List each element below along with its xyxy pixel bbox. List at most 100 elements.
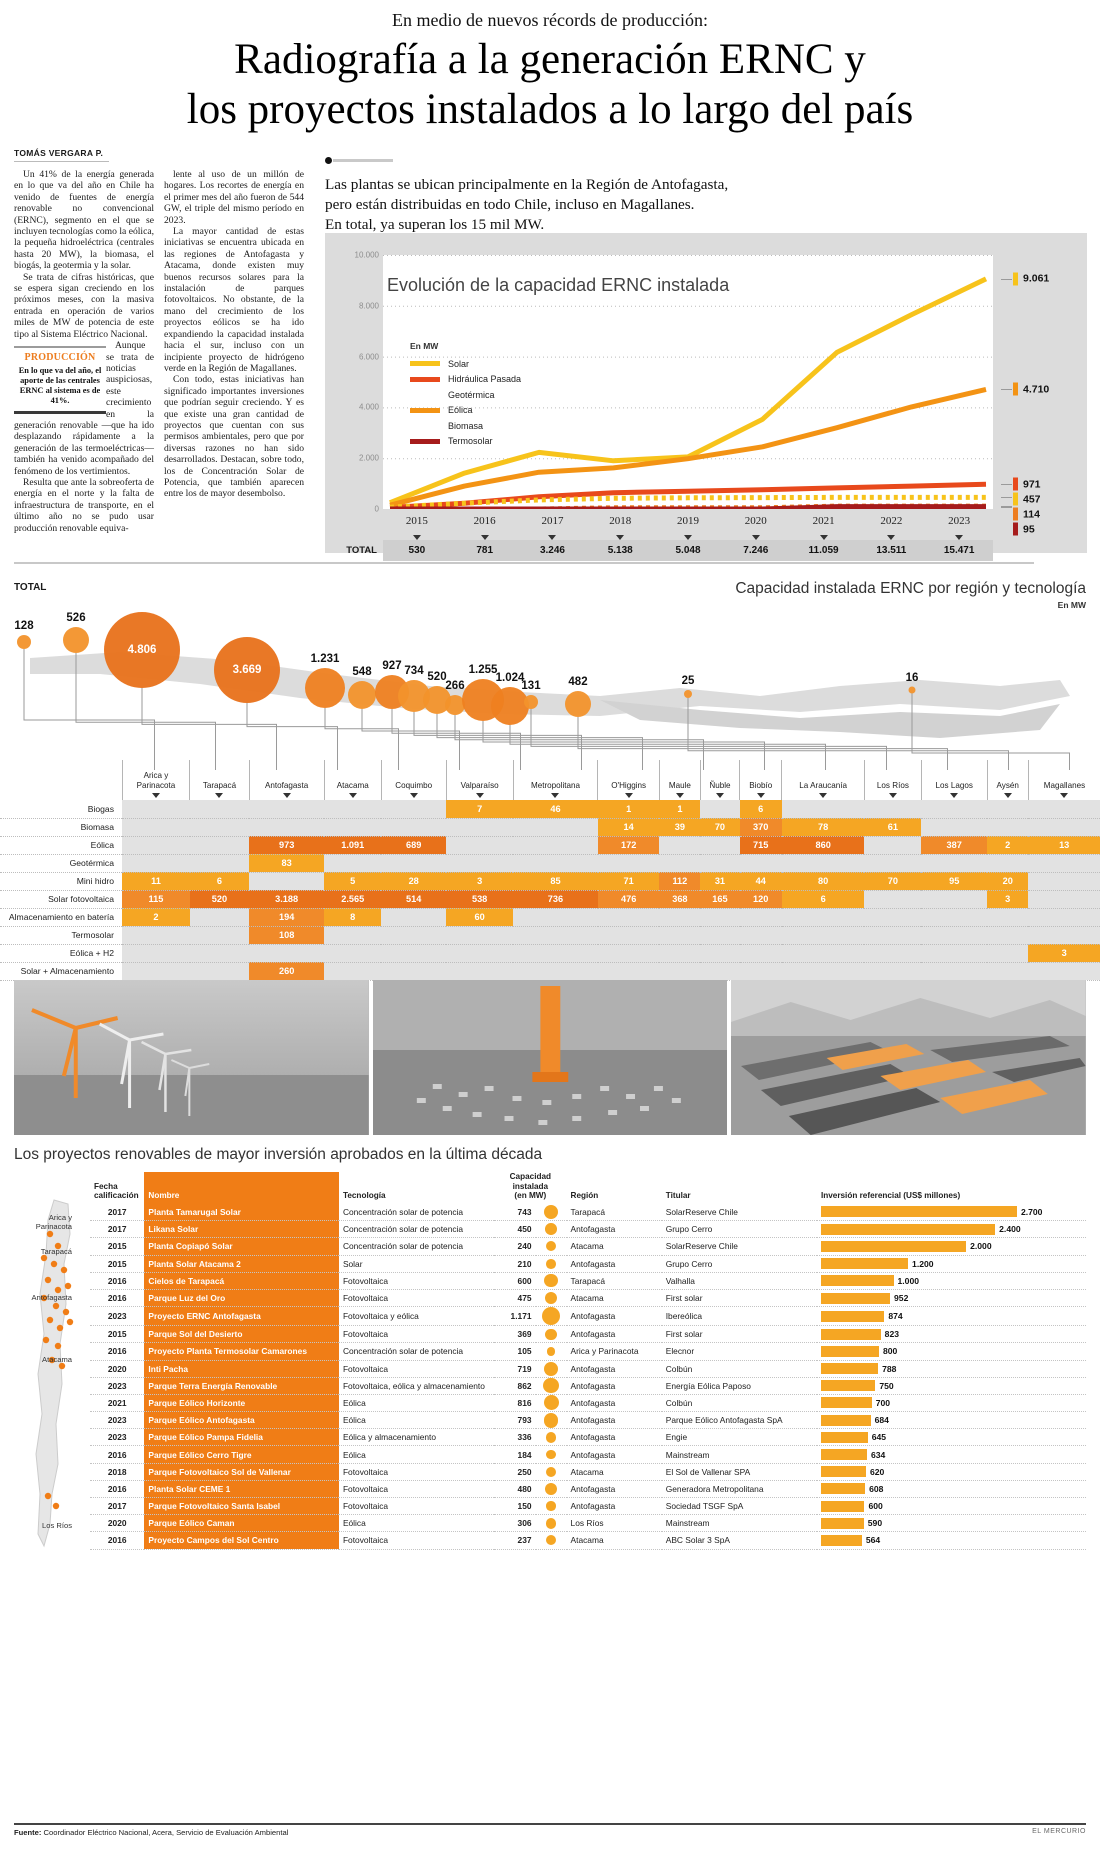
region-header-line: Aysén (996, 780, 1019, 790)
investment-bar (820, 1292, 891, 1304)
capacity-cell (700, 800, 740, 819)
project-technology: Eólica (338, 1514, 495, 1533)
project-year: 2021 (90, 1394, 145, 1413)
capacity-cell (189, 836, 250, 855)
wind-turbines-photo (14, 980, 369, 1135)
region-header-biob-o[interactable]: Biobío (739, 760, 782, 800)
investment-bar (820, 1345, 879, 1357)
table-row[interactable]: 2016 Parque Eólico Cerro Tigre Eólica 184 An… (90, 1445, 1086, 1464)
investment-value: 684 (874, 1415, 889, 1426)
concentrated-solar-tower-photo (372, 980, 728, 1135)
table-row[interactable]: 2015 Planta Solar Atacama 2 Solar 210 Antofa… (90, 1255, 1086, 1273)
capacity-cell (659, 944, 701, 963)
table-row[interactable]: 2016 Parque Luz del Oro Fotovoltaica 475 Ata… (90, 1289, 1086, 1308)
region-header-arica-y-parinacota[interactable]: Arica y Parinacota (121, 760, 190, 800)
project-location-dot (42, 1336, 50, 1344)
callout-text: En lo que va del año, el aporte de las c… (18, 365, 102, 405)
capacity-cell (1028, 908, 1100, 927)
project-capacity: 306 (494, 1514, 536, 1533)
region-header-coquimbo[interactable]: Coquimbo (380, 760, 447, 800)
region-header-los-lagos[interactable]: Los Lagos (920, 760, 988, 800)
investment-value: 590 (867, 1518, 883, 1529)
project-name: Parque Eólico Pampa Fidelia (144, 1428, 339, 1447)
capacity-cell (864, 854, 922, 873)
project-investment: 750 (816, 1377, 1086, 1395)
photo-strip (14, 980, 1087, 1135)
region-section-unit: En MW (1057, 600, 1086, 610)
chevron-down-icon (409, 793, 418, 798)
project-owner: First solar (661, 1325, 817, 1344)
chevron-down-icon (475, 793, 484, 798)
region-header-maule[interactable]: Maule (658, 760, 701, 800)
table-row[interactable]: 2020 Inti Pacha Fotovoltaica 719 Antofagasta… (90, 1360, 1086, 1378)
table-row[interactable]: 2023 Parque Eólico Pampa Fidelia Eólica y … (90, 1428, 1086, 1447)
project-capacity: 240 (494, 1237, 536, 1256)
region-bubble-label: 131 (521, 680, 541, 692)
chart-plot-area (383, 255, 993, 509)
region-header-atacama[interactable]: Atacama (323, 760, 382, 800)
capacity-cell: 538 (446, 890, 514, 909)
table-row: Eólica + H2 3 (0, 944, 1100, 963)
table-row[interactable]: 2023 Parque Terra Energía Renovable Fotovo… (90, 1377, 1086, 1395)
region-header-la-araucan-a[interactable]: La Araucanía (781, 760, 865, 800)
label-line: Atacama (42, 1355, 72, 1364)
investment-bar-row: 788 (820, 1362, 1082, 1375)
capacity-cell (781, 944, 865, 963)
region-bubble (17, 635, 31, 649)
table-row[interactable]: 2017 Parque Fotovoltaico Santa Isabel Foto… (90, 1497, 1086, 1516)
x-axis-year: 2020 (744, 515, 767, 527)
investment-bar-row: 874 (820, 1310, 1082, 1323)
legend-label: Biomasa (448, 420, 484, 431)
capacity-circle-icon (545, 1517, 557, 1529)
region-header--uble[interactable]: Ñuble (699, 760, 740, 800)
project-investment: 620 (816, 1463, 1086, 1481)
capacity-cell (700, 908, 740, 927)
region-header-tarapac-[interactable]: Tarapacá (189, 760, 250, 800)
table-row[interactable]: 2015 Planta Copiapó Solar Concentración so… (90, 1237, 1086, 1256)
project-location-dot (54, 1286, 62, 1294)
lede-rule (325, 152, 925, 170)
table-row[interactable]: 2016 Planta Solar CEME 1 Fotovoltaica 480 An… (90, 1480, 1086, 1499)
project-year: 2016 (90, 1445, 145, 1464)
region-header-o-higgins[interactable]: O'Higgins (597, 760, 660, 800)
project-capacity-dot (535, 1445, 567, 1464)
table-row[interactable]: 2016 Cielos de Tarapacá Fotovoltaica 600 Tar… (90, 1272, 1086, 1290)
lede-block: Las plantas se ubican principalmente en … (325, 152, 925, 235)
investment-value: 700 (875, 1397, 891, 1408)
table-row[interactable]: 2020 Parque Eólico Caman Eólica 306 Los Ríos… (90, 1514, 1086, 1533)
table-row: Almacenamiento en batería 2 194 8 60 (0, 908, 1100, 927)
table-row[interactable]: 2015 Parque Sol del Desierto Fotovoltaica 3… (90, 1325, 1086, 1344)
region-header-valpara-so[interactable]: Valparaíso (445, 760, 514, 800)
project-investment: 590 (816, 1514, 1086, 1533)
table-row[interactable]: 2016 Proyecto Campos del Sol Centro Fotovo… (90, 1531, 1086, 1550)
table-row[interactable]: 2016 Proyecto Planta Termosolar Camarones… (90, 1342, 1086, 1361)
project-capacity: 150 (494, 1497, 536, 1516)
table-row[interactable]: 2018 Parque Fotovoltaico Sol de Vallenar F… (90, 1463, 1086, 1481)
investment-bar (820, 1397, 872, 1409)
table-row[interactable]: 2023 Proyecto ERNC Antofagasta Fotovoltaic… (90, 1306, 1086, 1327)
capacity-cell (122, 944, 190, 963)
table-row[interactable]: 2021 Parque Eólico Horizonte Eólica 816 Anto… (90, 1394, 1086, 1413)
chart-legend: En MW Solar Hidráulica Pasada Geotérmica Eó… (410, 341, 521, 449)
table-row[interactable]: 2017 Planta Tamarugal Solar Concentración … (90, 1203, 1086, 1222)
project-technology: Fotovoltaica y eólica (338, 1306, 495, 1327)
table-row[interactable]: 2017 Likana Solar Concentración solar de p… (90, 1220, 1086, 1239)
capacity-cell (987, 854, 1029, 873)
project-capacity-dot (535, 1377, 567, 1395)
project-capacity: 336 (494, 1428, 536, 1447)
region-header-ays-n[interactable]: Aysén (986, 760, 1029, 800)
region-header-metropolitana[interactable]: Metropolitana (512, 760, 598, 800)
investment-bar-row: 952 (820, 1292, 1082, 1305)
capacity-cell: 370 (739, 818, 782, 837)
region-header-los-r-os[interactable]: Los Ríos (863, 760, 922, 800)
project-capacity-dot (535, 1255, 567, 1273)
region-header-antofagasta[interactable]: Antofagasta (248, 760, 325, 800)
region-capacity-section: Capacidad instalada ERNC por región y te… (0, 562, 1100, 981)
region-bubble-label: 128 (14, 620, 34, 632)
project-location-dot (52, 1502, 60, 1510)
region-header-magallanes[interactable]: Magallanes (1027, 760, 1100, 800)
paragraph: lente al uso de un millón de hogares. Lo… (164, 169, 304, 226)
capacity-cell (446, 962, 514, 981)
x-axis-tick-2022: 2022 (857, 515, 925, 545)
table-row[interactable]: 2023 Parque Eólico Antofagasta Eólica 793 An… (90, 1411, 1086, 1430)
